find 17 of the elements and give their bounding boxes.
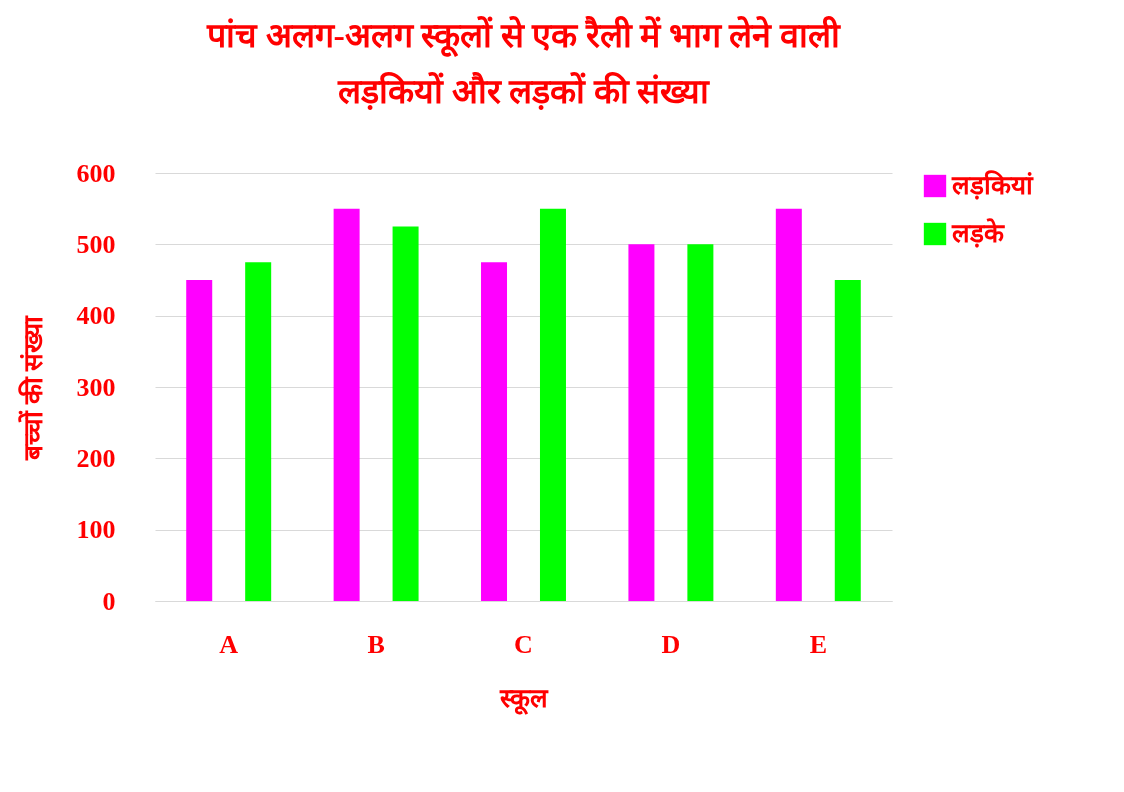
legend-label: लड़कियां (951, 170, 1034, 200)
chart-title: पांच अलग-अलग स्कूलों से एक रैली में भाग लेने वाली लड़कियों और लड़कों की संख्या (206, 15, 841, 111)
y-tick-label: 200 (76, 443, 116, 473)
y-axis-title: बच्चों की संख्या (17, 314, 48, 461)
x-tick-label: C (514, 629, 533, 659)
x-tick-label: B (367, 629, 385, 659)
x-tick-label: D (661, 629, 681, 659)
x-tick-label: E (809, 629, 827, 659)
y-tick-label: 300 (76, 372, 116, 402)
x-axis-title: स्कूल (499, 683, 549, 715)
x-tick-label: A (219, 629, 239, 659)
y-tick-label: 500 (76, 229, 116, 259)
y-tick-label: 0 (102, 586, 116, 616)
y-tick-label: 400 (76, 301, 116, 331)
legend-label: लड़के (951, 218, 1005, 248)
y-tick-label: 600 (76, 158, 116, 188)
y-tick-label: 100 (76, 515, 116, 545)
